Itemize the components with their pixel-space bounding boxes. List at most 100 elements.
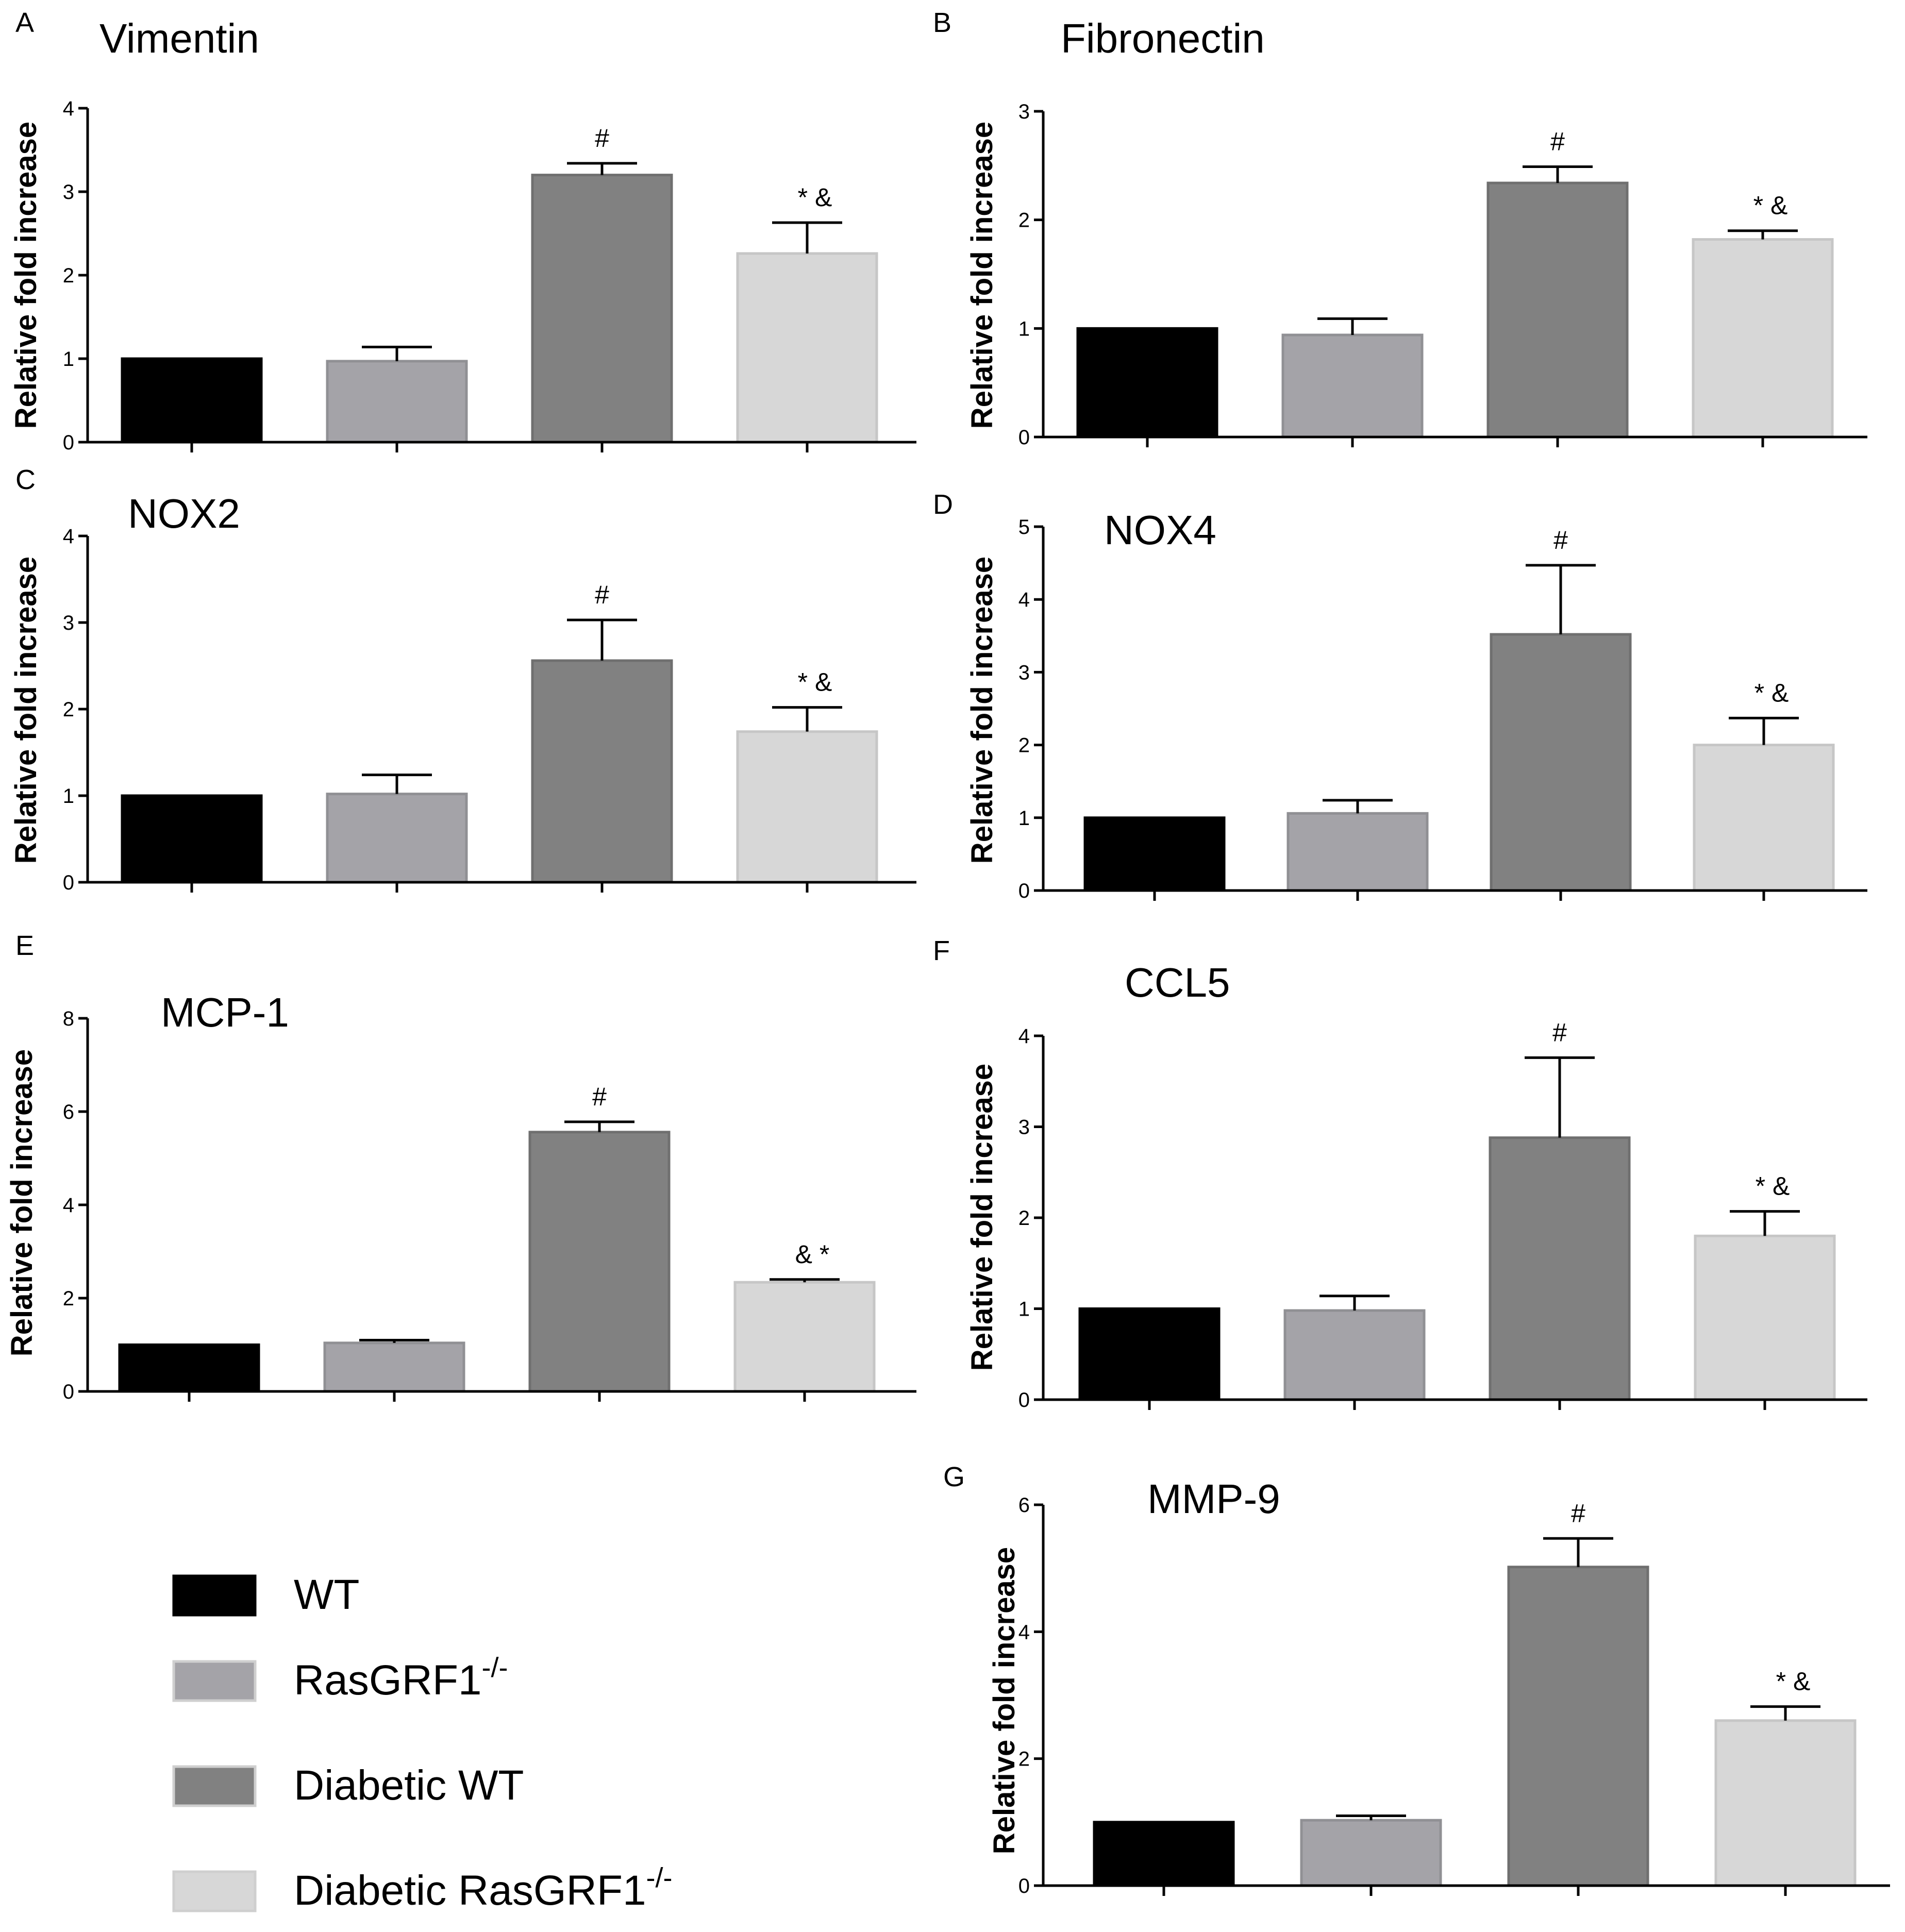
significance-label: # — [592, 1082, 607, 1111]
significance-label: # — [1552, 1018, 1567, 1047]
y-tick-label: 4 — [63, 525, 74, 548]
significance-label: * & — [1754, 678, 1789, 707]
y-axis-label: Relative fold increase — [988, 1547, 1021, 1854]
y-tick-label: 2 — [1018, 209, 1030, 232]
panel-g: G MMP-9 Relative fold increase # * & 0 2 4 6 — [943, 1461, 1890, 1897]
significance-label: # — [1550, 127, 1565, 156]
y-axis-label: Relative fold increase — [965, 1064, 999, 1371]
panel-title: NOX2 — [128, 491, 240, 536]
y-axis-label: Relative fold increase — [5, 1049, 39, 1356]
bar-diabetic-wt — [528, 1131, 671, 1393]
panel-b: B Fibronectin Relative fold increase # * & 0 1… — [933, 7, 1867, 449]
bar-rasgrf1-ko — [323, 1341, 465, 1393]
y-axis-label: Relative fold increase — [965, 122, 999, 429]
y-axis-label: Relative fold increase — [9, 122, 43, 429]
legend-swatch-diabetic-rasgrf1-ko — [172, 1870, 257, 1912]
significance-label: * & — [798, 668, 832, 697]
y-tick-label: 2 — [1018, 1207, 1030, 1230]
y-tick-label: 8 — [63, 1007, 74, 1030]
legend-label: WT — [294, 1571, 359, 1618]
bar-diabetic-rasgrf1-ko — [736, 252, 878, 444]
bar-wt — [121, 357, 263, 444]
bar-diabetic-rasgrf1-ko — [1692, 238, 1834, 439]
bar-diabetic-rasgrf1-ko — [1693, 744, 1835, 892]
y-tick-label: 6 — [63, 1101, 74, 1123]
y-tick-label: 3 — [1018, 1116, 1030, 1139]
y-tick-label: 6 — [1018, 1494, 1030, 1517]
y-tick-label: 3 — [1018, 661, 1030, 684]
bar-wt — [118, 1343, 260, 1393]
bar-diabetic-rasgrf1-ko — [1714, 1719, 1857, 1887]
y-tick-label: 0 — [1018, 1389, 1030, 1412]
significance-label: * & — [1753, 191, 1788, 220]
panel-letter: F — [933, 935, 950, 966]
bar-wt — [121, 794, 263, 884]
legend-swatch-rasgrf1-ko — [172, 1660, 257, 1702]
bar-diabetic-wt — [1486, 181, 1629, 439]
y-tick-label: 3 — [63, 612, 74, 634]
bar-rasgrf1-ko — [1286, 812, 1429, 892]
bar-diabetic-rasgrf1-ko — [733, 1281, 876, 1393]
panel-c: C NOX2 Relative fold increase # * & 0 1 2 3 4 — [9, 464, 916, 894]
panel-title: Vimentin — [99, 15, 259, 61]
bar-diabetic-rasgrf1-ko — [1694, 1234, 1836, 1401]
panel-title: CCL5 — [1125, 960, 1230, 1005]
y-tick-label: 0 — [63, 1381, 74, 1403]
bar-rasgrf1-ko — [326, 793, 468, 884]
legend: WT RasGRF1-/- Diabetic WT Diabetic RasGRF1-… — [172, 1571, 673, 1914]
y-tick-label: 2 — [63, 698, 74, 721]
bar-diabetic-wt — [1490, 633, 1632, 892]
bar-diabetic-wt — [531, 174, 673, 444]
panel-letter: B — [933, 7, 951, 38]
panel-title: MCP-1 — [161, 989, 289, 1035]
y-tick-label: 0 — [1018, 880, 1030, 902]
y-tick-label: 4 — [1018, 1025, 1030, 1048]
y-tick-label: 2 — [1018, 734, 1030, 757]
y-tick-label: 0 — [63, 871, 74, 894]
significance-label: # — [1553, 526, 1568, 555]
panel-letter: C — [15, 464, 36, 495]
panel-letter: E — [15, 930, 34, 961]
panel-d: D NOX4 Relative fold increase # * & 0 1 2 3 4 5 — [933, 489, 1867, 902]
y-tick-label: 2 — [63, 264, 74, 287]
y-tick-label: 1 — [1018, 317, 1030, 340]
significance-label: # — [595, 580, 609, 609]
bar-diabetic-wt — [1489, 1136, 1631, 1401]
significance-label: # — [595, 124, 609, 153]
legend-swatch-diabetic-wt — [172, 1765, 257, 1807]
y-axis-label: Relative fold increase — [9, 557, 43, 864]
y-tick-label: 4 — [1018, 1621, 1030, 1643]
significance-label: * & — [798, 183, 832, 212]
bar-wt — [1093, 1821, 1235, 1887]
panel-title: NOX4 — [1104, 507, 1216, 553]
panel-title: Fibronectin — [1061, 15, 1265, 61]
y-tick-label: 1 — [63, 785, 74, 808]
y-tick-label: 4 — [63, 1194, 74, 1217]
bar-diabetic-wt — [1507, 1566, 1649, 1887]
y-tick-label: 0 — [1018, 1875, 1030, 1897]
panel-letter: G — [943, 1461, 965, 1492]
legend-label: RasGRF1-/- — [294, 1652, 508, 1704]
panel-a: A Vimentin Relative fold increase # * & 0 1 2 3 4 — [9, 7, 916, 454]
bar-rasgrf1-ko — [326, 360, 468, 444]
bar-wt — [1083, 816, 1226, 892]
significance-label: # — [1571, 1499, 1585, 1527]
y-axis-label: Relative fold increase — [965, 557, 999, 864]
y-tick-label: 1 — [1018, 807, 1030, 830]
y-tick-label: 4 — [63, 97, 74, 120]
bar-rasgrf1-ko — [1283, 1309, 1426, 1401]
panel-e: E MCP-1 Relative fold increase # & * 0 2 4 6 8 — [5, 930, 916, 1403]
legend-label: Diabetic WT — [294, 1762, 524, 1809]
y-tick-label: 1 — [1018, 1298, 1030, 1321]
bar-diabetic-wt — [531, 659, 673, 884]
panel-letter: A — [15, 7, 34, 38]
y-tick-label: 0 — [63, 431, 74, 454]
y-tick-label: 3 — [63, 181, 74, 204]
panel-letter: D — [933, 489, 953, 520]
bar-diabetic-rasgrf1-ko — [736, 730, 878, 884]
legend-swatch-wt — [172, 1574, 257, 1617]
y-tick-label: 2 — [63, 1287, 74, 1310]
significance-label: * & — [1776, 1667, 1811, 1696]
y-tick-label: 1 — [63, 348, 74, 371]
